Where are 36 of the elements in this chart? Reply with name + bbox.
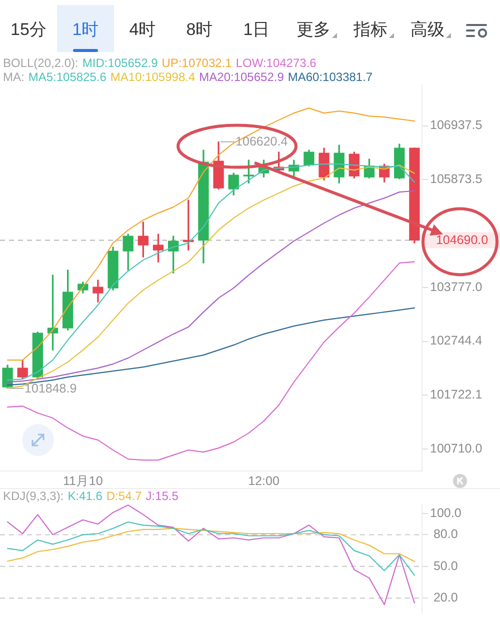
text: 1时 (57, 5, 114, 52)
text: 4时 (128, 19, 157, 41)
y-tick-label: 20.0 (433, 590, 458, 605)
text: MA60:103381.7 (288, 70, 373, 84)
y-tick-label: 100710.0 (430, 441, 482, 456)
text: UP:107032.1 (162, 56, 232, 70)
ref-line-label: 104690.0 (436, 233, 488, 248)
text: 高级 (410, 19, 446, 41)
text: BOLL(20,2.0): (3, 56, 78, 70)
text: MA20:105652.9 (199, 70, 284, 84)
series-label: J:15.5 (146, 489, 178, 503)
text: 15分 (10, 19, 48, 41)
y-tick-label: 80.0 (433, 527, 458, 542)
text: MA5:105825.6 (28, 70, 106, 84)
y-tick-label: 105873.5 (430, 172, 482, 186)
text: MA10:105998.4 (110, 70, 196, 84)
annotation: 106620.4 (236, 134, 288, 149)
text: 指标 (352, 19, 388, 41)
x-tick-label: 12:00 (248, 474, 280, 488)
legend-title: KDJ(9,3,3): (3, 489, 64, 503)
text: 更多 (296, 19, 332, 41)
y-tick-label: 103777.0 (430, 280, 482, 294)
y-tick-label: 100.0 (430, 506, 462, 520)
text: MA: (3, 70, 24, 84)
y-tick-label: 102744.4 (430, 334, 482, 348)
text: D:54.7 (106, 489, 142, 503)
text: K:41.6 (68, 489, 102, 503)
annotation: 101848.9 (24, 381, 77, 396)
y-tick-label: 101722.1 (430, 388, 482, 402)
legend-label: MID:105652.9 (82, 56, 158, 70)
text: 8时 (185, 19, 214, 41)
y-tick-label: 50.0 (433, 558, 458, 573)
x-tick-label: 11月10 (62, 474, 103, 488)
y-tick-label: 106937.5 (430, 118, 482, 132)
text: LOW:104273.6 (236, 56, 316, 70)
text: 1日 (242, 19, 271, 41)
